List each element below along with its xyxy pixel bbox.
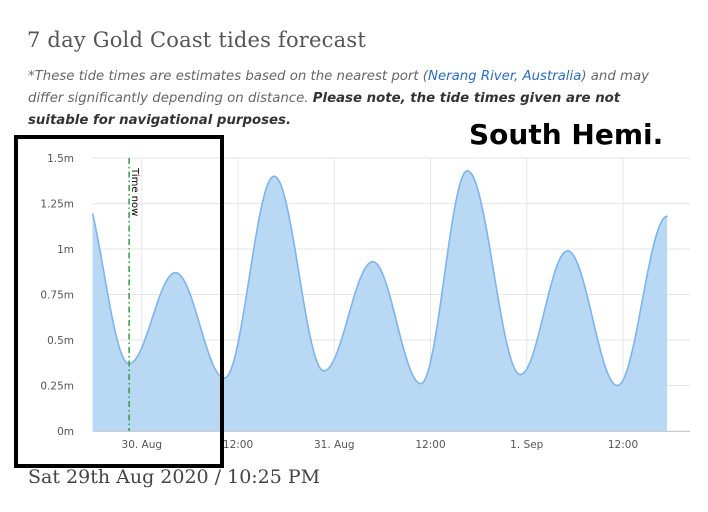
x-tick-label: 31. Aug bbox=[314, 439, 355, 451]
port-link[interactable]: Nerang River, Australia bbox=[428, 69, 582, 84]
area-layer bbox=[91, 169, 668, 431]
tide-point bbox=[273, 175, 275, 177]
x-tick-label: 12:00 bbox=[608, 439, 638, 451]
y-tick-label: 1.5m bbox=[47, 153, 74, 165]
tide-point bbox=[323, 370, 325, 372]
tide-point bbox=[519, 373, 522, 376]
highlight-box bbox=[14, 135, 224, 468]
tide-line bbox=[91, 169, 668, 387]
tide-area bbox=[92, 170, 668, 431]
disclaimer-intro: *These tide times are estimates based on… bbox=[28, 69, 428, 84]
y-tick-label: 1.25m bbox=[40, 199, 74, 211]
disclaimer-mid: ) and may differ significantly depending… bbox=[28, 69, 649, 106]
tide-point bbox=[420, 382, 422, 385]
y-tick-label: 0.5m bbox=[47, 335, 74, 347]
y-tick-label: 0m bbox=[57, 426, 74, 438]
y-tick-label: 0.25m bbox=[40, 381, 74, 393]
disclaimer-text: *These tide times are estimates based on… bbox=[28, 66, 668, 132]
tide-point bbox=[616, 384, 619, 387]
y-tick-label: 0.75m bbox=[40, 290, 74, 302]
now-layer: Time now bbox=[128, 158, 140, 431]
tide-point bbox=[371, 260, 374, 263]
axis-layer: 0m 0.25m 0.5m 0.75m 1m 1.25m 1.5m 30. Aug 12:00 3… bbox=[40, 153, 690, 451]
x-tick-label: 1. Sep bbox=[510, 439, 543, 451]
x-tick-label: 12:00 bbox=[223, 439, 253, 451]
tide-point bbox=[466, 169, 469, 172]
tide-point bbox=[666, 215, 668, 218]
south-hemisphere-annotation: South Hemi. bbox=[469, 118, 664, 151]
page-title: 7 day Gold Coast tides forecast bbox=[27, 28, 366, 52]
tide-point bbox=[566, 250, 569, 252]
x-tick-label: 30. Aug bbox=[122, 439, 163, 451]
x-tick-label: 12:00 bbox=[415, 439, 445, 451]
y-tick-label: 1m bbox=[57, 244, 74, 256]
tide-point bbox=[174, 271, 177, 274]
footer-date: Sat 29th Aug 2020 / 10:25 PM bbox=[28, 466, 321, 488]
disclaimer-warning: Please note, the tide times given are no… bbox=[28, 91, 621, 128]
tide-point bbox=[223, 377, 226, 380]
time-now-label: Time now bbox=[129, 167, 140, 216]
